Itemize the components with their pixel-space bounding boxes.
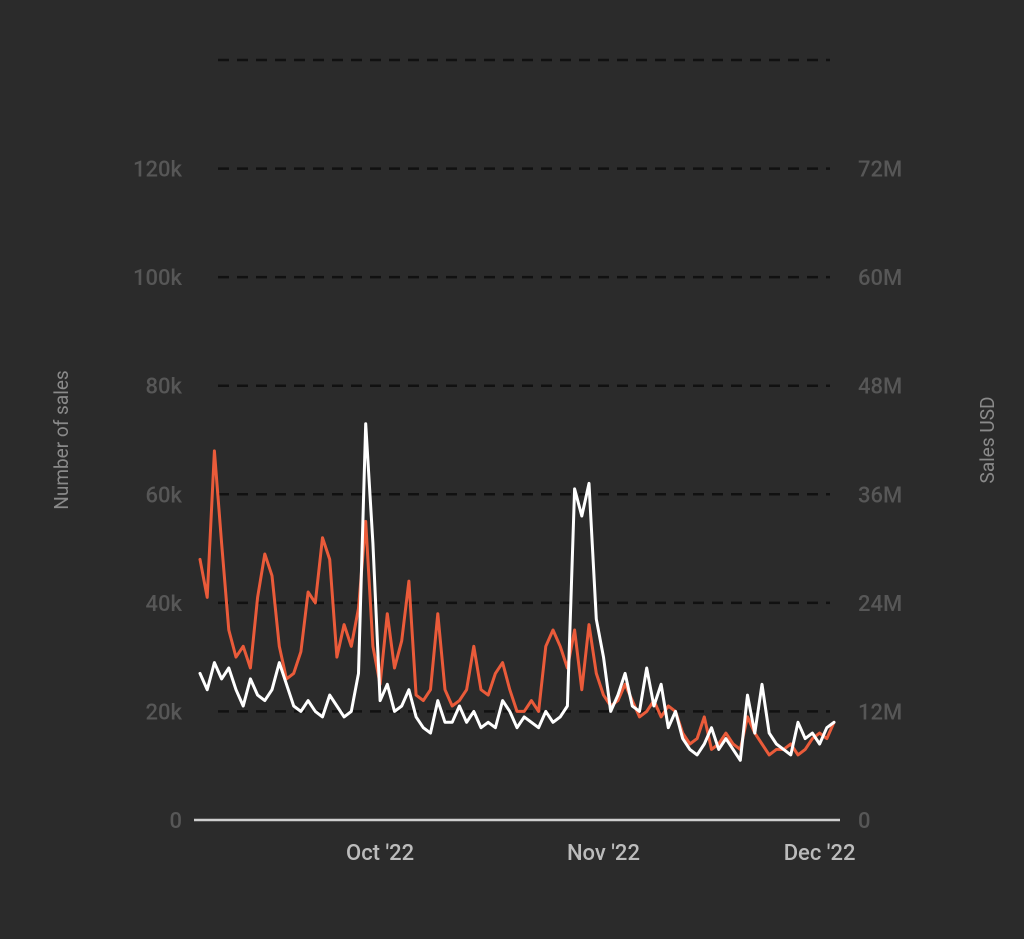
y-right-tick-label: 24M bbox=[858, 592, 902, 617]
y-left-tick-label: 40k bbox=[146, 592, 183, 617]
y-left-axis-label: Number of sales bbox=[50, 370, 73, 509]
dual-axis-line-chart: 0 20k 40k 60k 80k 100k 120k 0 12M 24M 36M 48M 60M 72M… bbox=[0, 0, 1024, 939]
y-left-tick-label: 120k bbox=[133, 158, 183, 183]
y-right-tick-label: 48M bbox=[858, 375, 902, 400]
y-right-tick-label: 12M bbox=[858, 700, 902, 725]
y-left-tick-label: 80k bbox=[146, 375, 183, 400]
x-tick-label: Dec '22 bbox=[784, 841, 856, 866]
y-right-tick-label: 0 bbox=[858, 809, 871, 834]
y-left-tick-label: 0 bbox=[169, 809, 182, 834]
y-right-tick-label: 60M bbox=[858, 266, 902, 291]
y-right-tick-label: 36M bbox=[858, 483, 902, 508]
y-left-tick-label: 60k bbox=[146, 483, 183, 508]
y-left-tick-label: 20k bbox=[146, 700, 183, 725]
y-right-tick-label: 72M bbox=[858, 158, 902, 183]
x-tick-label: Oct '22 bbox=[346, 841, 414, 866]
y-left-tick-label: 100k bbox=[133, 266, 183, 291]
y-right-axis-label: Sales USD bbox=[976, 397, 999, 484]
x-tick-label: Nov '22 bbox=[567, 841, 640, 866]
